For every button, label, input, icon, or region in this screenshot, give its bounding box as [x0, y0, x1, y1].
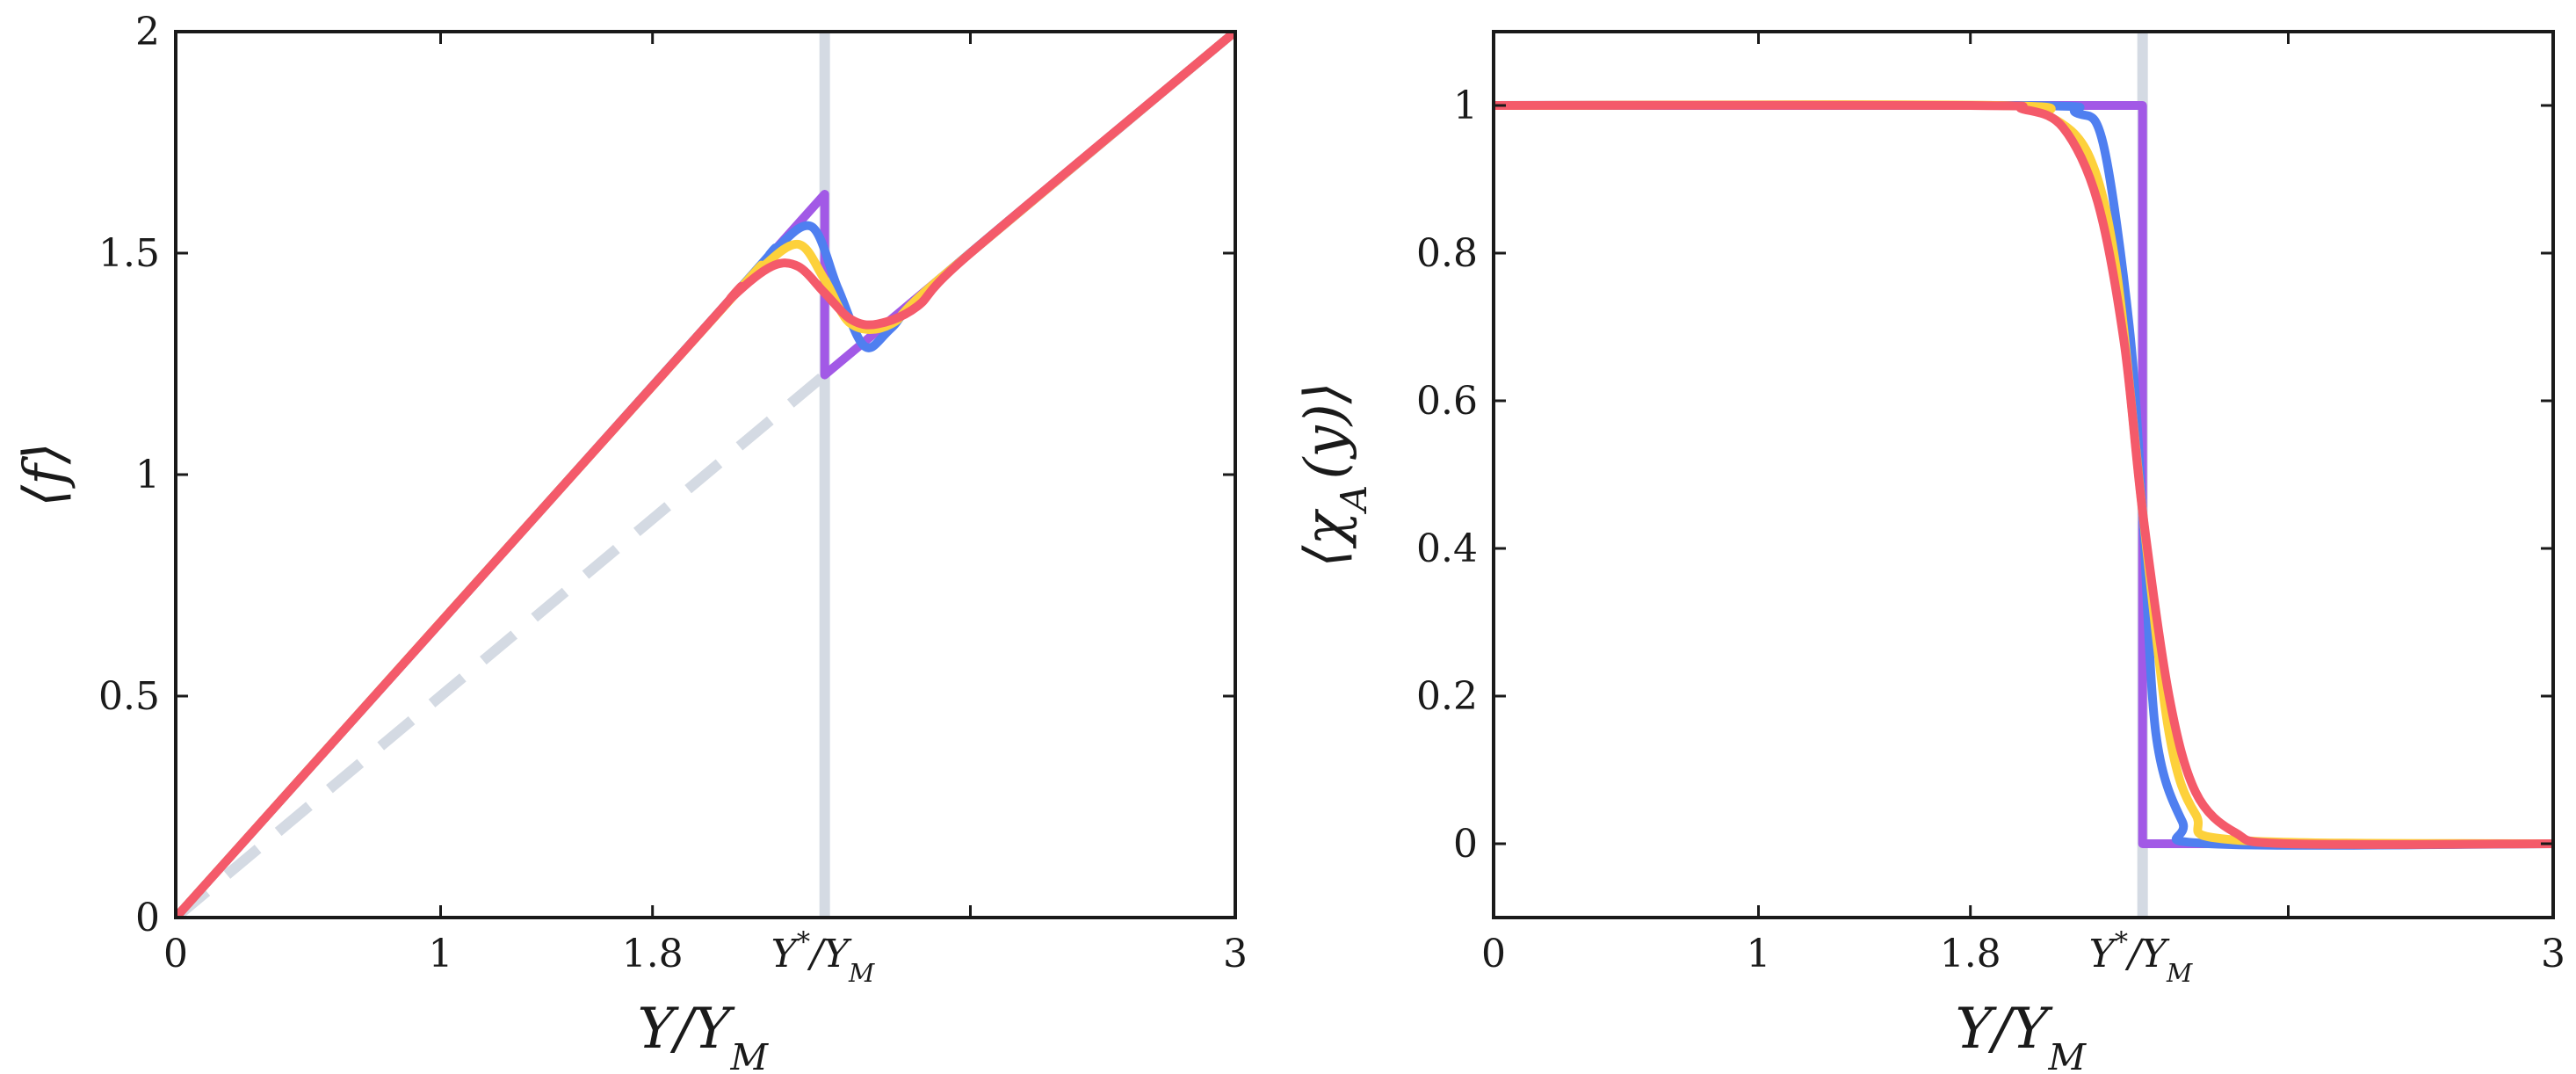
threshold-marker-label: Y*/YM [2089, 926, 2196, 988]
x-tick-label: 0 [1481, 932, 1506, 976]
y-tick-label: 0.5 [98, 674, 160, 719]
x-tick-label: 1 [429, 932, 453, 976]
x-tick-label: 1 [1747, 932, 1771, 976]
y-axis-label: ⟨χA (y)⟩ [1293, 381, 1375, 567]
x-tick-label: 3 [2541, 932, 2565, 976]
y-tick-label: 2 [135, 10, 160, 54]
y-tick-label: 0 [1453, 822, 1478, 867]
y-tick-label: 0.4 [1416, 526, 1478, 571]
series-line-2 [1494, 100, 2553, 850]
y-tick-label: 0.6 [1416, 379, 1478, 424]
x-tick-label: 1.8 [622, 932, 684, 976]
x-tick-label: 0 [163, 932, 188, 976]
y-tick-label: 1 [135, 453, 160, 497]
y-tick-label: 0 [135, 896, 160, 940]
y-tick-label: 1 [1453, 83, 1478, 128]
series-line-3 [1494, 100, 2553, 848]
threshold-marker-label: Y*/YM [771, 926, 879, 988]
x-axis-label: Y/YM [1955, 997, 2091, 1074]
series-line-4 [176, 32, 1235, 918]
chart-panel-2: 0 1 1.8 3 0 0.2 0.4 0.6 0.8 1 Y*/YM Y/YM ⟨χA (y)⟩ [1293, 30, 2565, 1074]
reference-dashed-line [176, 370, 829, 918]
x-axis-label: Y/YM [637, 997, 773, 1074]
y-tick-label: 0.8 [1416, 231, 1478, 276]
series-line-1 [1494, 101, 2553, 848]
plot-frame [1492, 30, 2555, 919]
y-tick-label: 1.5 [98, 231, 160, 276]
y-axis-label: ⟨f⟩ [12, 442, 77, 507]
x-tick-label: 3 [1223, 932, 1248, 976]
series-line-4 [1494, 100, 2553, 849]
chart-panel-1: 0 1 1.8 3 0 0.5 1 1.5 2 Y*/YM Y/YM ⟨f⟩ [12, 10, 1248, 1074]
x-tick-label: 1.8 [1940, 932, 2001, 976]
y-tick-label: 0.2 [1416, 674, 1478, 719]
